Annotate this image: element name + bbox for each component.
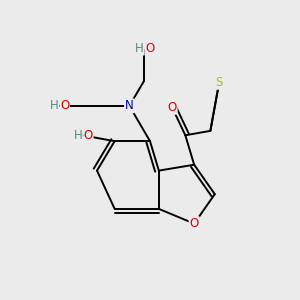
Text: H: H	[135, 42, 144, 55]
Text: O: O	[60, 99, 69, 112]
Text: O: O	[190, 217, 199, 230]
Text: S: S	[215, 76, 223, 89]
Text: O: O	[146, 42, 155, 55]
Text: H: H	[74, 129, 82, 142]
Text: N: N	[125, 99, 134, 112]
Text: H: H	[50, 99, 59, 112]
Text: O: O	[84, 129, 93, 142]
Text: O: O	[167, 101, 177, 114]
